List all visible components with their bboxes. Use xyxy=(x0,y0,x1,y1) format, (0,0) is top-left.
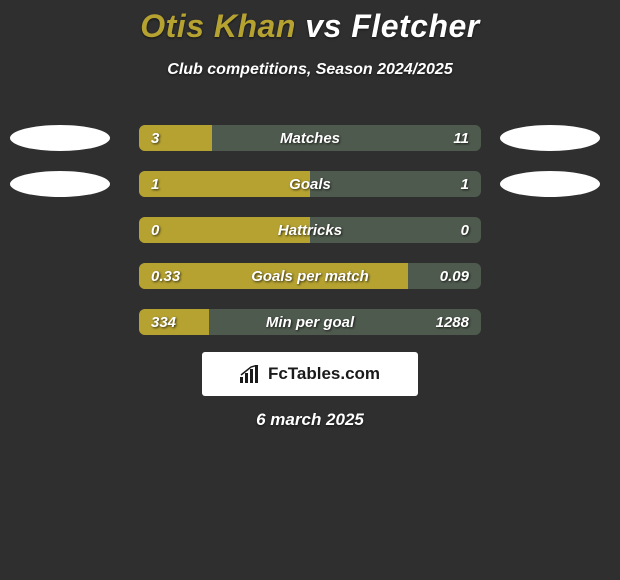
stat-row: 3341288Min per goal xyxy=(0,307,620,337)
player2-badge xyxy=(500,171,600,197)
left-value: 3 xyxy=(151,125,159,151)
stat-bar: 11Goals xyxy=(139,171,481,197)
left-value: 0 xyxy=(151,217,159,243)
stat-row: 0.330.09Goals per match xyxy=(0,261,620,291)
vs-label: vs xyxy=(305,8,342,44)
right-value: 0.09 xyxy=(440,263,469,289)
left-value: 1 xyxy=(151,171,159,197)
left-bar-fill xyxy=(139,171,310,197)
stat-bar: 0.330.09Goals per match xyxy=(139,263,481,289)
page-title: Otis Khan vs Fletcher xyxy=(0,0,620,45)
stat-row: 11Goals xyxy=(0,169,620,199)
stat-bar: 3341288Min per goal xyxy=(139,309,481,335)
right-value: 1 xyxy=(461,171,469,197)
right-value: 1288 xyxy=(436,309,469,335)
player2-badge xyxy=(500,125,600,151)
stat-row: 00Hattricks xyxy=(0,215,620,245)
stat-bar: 00Hattricks xyxy=(139,217,481,243)
right-value: 11 xyxy=(453,125,469,151)
stat-rows: 311Matches11Goals00Hattricks0.330.09Goal… xyxy=(0,123,620,353)
player1-badge xyxy=(10,125,110,151)
left-value: 0.33 xyxy=(151,263,180,289)
date-label: 6 march 2025 xyxy=(0,410,620,430)
chart-icon xyxy=(240,365,262,383)
left-bar-fill xyxy=(139,125,212,151)
brand-box: FcTables.com xyxy=(202,352,418,396)
player1-badge xyxy=(10,171,110,197)
comparison-card: Otis Khan vs Fletcher Club competitions,… xyxy=(0,0,620,580)
subtitle: Club competitions, Season 2024/2025 xyxy=(0,61,620,79)
stat-bar: 311Matches xyxy=(139,125,481,151)
stat-row: 311Matches xyxy=(0,123,620,153)
left-value: 334 xyxy=(151,309,176,335)
player2-name: Fletcher xyxy=(351,8,479,44)
player1-name: Otis Khan xyxy=(140,8,296,44)
left-bar-fill xyxy=(139,217,310,243)
right-value: 0 xyxy=(461,217,469,243)
brand-text: FcTables.com xyxy=(268,364,380,384)
